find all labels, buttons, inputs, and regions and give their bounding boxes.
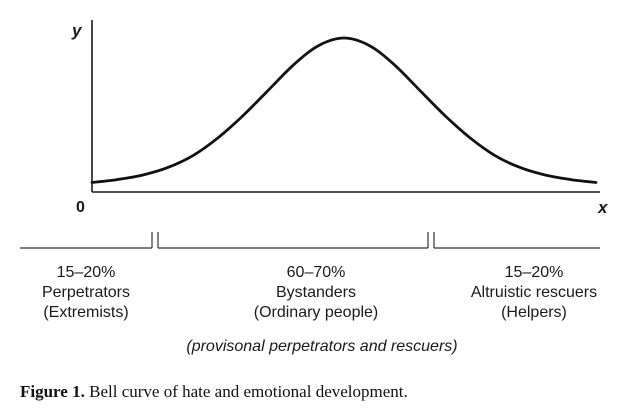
segment-perpetrators: 15–20% Perpetrators (Extremists) (42, 264, 130, 321)
segment-percent: 15–20% (57, 264, 116, 281)
segment-description: (Ordinary people) (254, 304, 379, 321)
figure-caption: Figure 1. Bell curve of hate and emotion… (20, 382, 620, 402)
segment-description: (Extremists) (43, 304, 128, 321)
segment-role: Perpetrators (42, 284, 130, 301)
provisional-note: (provisonal perpetrators and rescuers) (186, 338, 457, 355)
segment-bracket (20, 232, 600, 249)
segment-rescuers: 15–20% Altruistic rescuers (Helpers) (471, 264, 597, 321)
segment-role: Altruistic rescuers (471, 284, 597, 301)
caption-text: Bell curve of hate and emotional develop… (84, 382, 408, 401)
origin-label: 0 (76, 199, 85, 216)
bell-curve-line (90, 36, 598, 184)
segment-description: (Helpers) (501, 304, 567, 321)
caption-label: Figure 1. (20, 382, 85, 401)
segment-role: Bystanders (276, 284, 356, 301)
x-axis-label: x (597, 198, 609, 217)
segment-percent: 60–70% (287, 264, 346, 281)
segment-percent: 15–20% (505, 264, 564, 281)
segment-bystanders: 60–70% Bystanders (Ordinary people) (254, 264, 379, 321)
y-axis-label: y (71, 21, 83, 40)
